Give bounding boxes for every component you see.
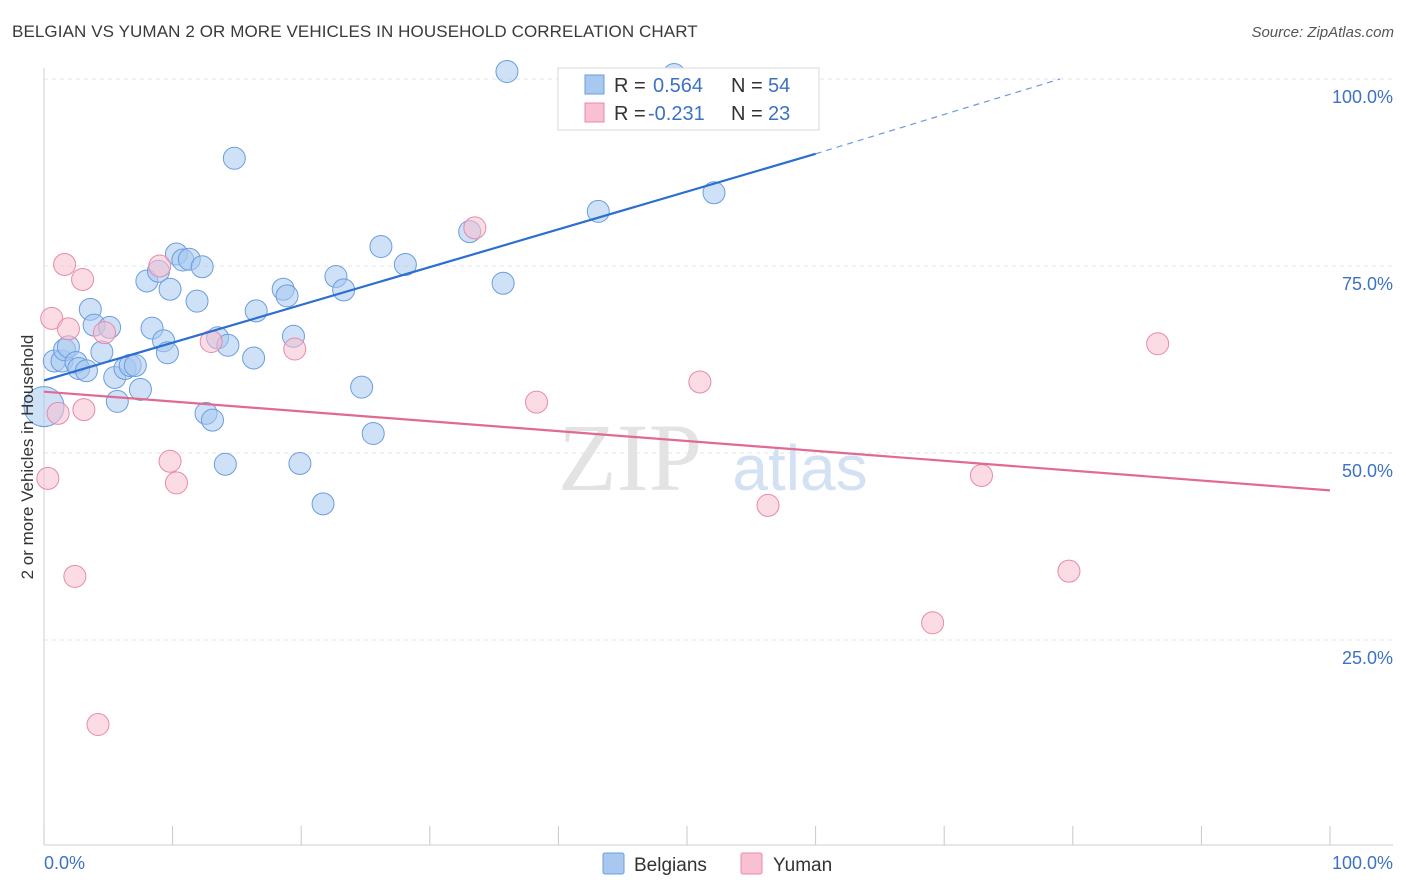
legend-n-value-yuman: 23 — [768, 103, 790, 125]
legend-box: R = 0.564 N = 54 R = -0.231 N = 23 — [557, 67, 820, 131]
grid-lines: 25.0% 50.0% 75.0% 100.0% — [44, 78, 1393, 668]
y-tick-label-75: 75.0% — [1342, 274, 1393, 294]
chart-title: BELGIAN VS YUMAN 2 OR MORE VEHICLES IN H… — [12, 22, 698, 41]
belgians-point — [90, 340, 114, 364]
legend-r-value-belgians: 0.564 — [653, 75, 703, 97]
belgians-point — [288, 451, 312, 475]
y-tick-label-25: 25.0% — [1342, 648, 1393, 668]
belgians-point — [393, 253, 417, 277]
axes — [43, 68, 1393, 846]
trend-lines — [43, 78, 1331, 492]
bottom-legend-label-belgians: Belgians — [634, 855, 707, 876]
legend-r-value-yuman: -0.231 — [648, 103, 705, 125]
yuman-point — [86, 713, 110, 737]
belgians-point — [361, 422, 385, 446]
yuman-point — [463, 216, 487, 240]
belgians-point — [275, 284, 299, 308]
belgians-point — [222, 146, 246, 170]
legend-r-label-belgians: R = — [614, 75, 646, 97]
yuman-point — [53, 253, 77, 277]
yuman-point — [72, 398, 96, 422]
belgians-point — [155, 341, 179, 365]
x-tick-label-0: 0.0% — [44, 853, 85, 873]
trend-line-extension-belgians — [815, 78, 1061, 155]
belgians-point — [242, 346, 266, 370]
belgians-point — [369, 235, 393, 259]
watermark: ZIP atlas — [558, 404, 868, 511]
yuman-point — [688, 370, 712, 394]
bottom-legend-label-yuman: Yuman — [773, 855, 832, 876]
belgians-point — [213, 452, 237, 476]
y-axis-title: 2 or more Vehicles in Household — [18, 335, 37, 580]
yuman-point — [71, 267, 95, 291]
trend-line-yuman — [43, 390, 1331, 492]
yuman-point — [1146, 332, 1170, 356]
yuman-point — [158, 449, 182, 473]
y-tick-label-100: 100.0% — [1332, 87, 1393, 107]
belgians-point — [105, 389, 129, 413]
legend-n-label-belgians: N = — [731, 75, 763, 97]
yuman-point — [525, 390, 549, 414]
yuman-point — [164, 471, 188, 495]
bottom-legend: Belgians Yuman — [602, 852, 832, 876]
belgians-point — [702, 181, 726, 205]
belgians-point — [185, 289, 209, 313]
belgians-point — [495, 60, 519, 84]
yuman-point — [36, 466, 60, 490]
trend-line-belgians — [43, 152, 816, 382]
yuman-point — [969, 463, 993, 487]
belgians-point — [128, 377, 152, 401]
series-yuman — [36, 216, 1170, 737]
belgians-point — [491, 271, 515, 295]
legend-swatch-yuman — [584, 102, 605, 123]
yuman-point — [92, 321, 116, 345]
yuman-point — [1057, 559, 1081, 583]
watermark-zip: ZIP — [558, 404, 702, 511]
legend-n-value-belgians: 54 — [768, 75, 790, 97]
belgians-point — [190, 255, 214, 279]
x-tick-label-100: 100.0% — [1332, 853, 1393, 873]
belgians-point — [158, 277, 182, 301]
legend-n-label-yuman: N = — [731, 103, 763, 125]
yuman-point — [756, 493, 780, 517]
belgians-point — [350, 375, 374, 399]
belgians-point — [200, 408, 224, 432]
yuman-point — [46, 401, 70, 425]
yuman-point — [40, 306, 64, 330]
chart-source: Source: ZipAtlas.com — [1251, 24, 1394, 41]
yuman-point — [148, 254, 172, 278]
series-layer — [23, 60, 1170, 737]
bottom-legend-swatch-belgians — [602, 852, 625, 875]
legend-r-label-yuman: R = — [614, 103, 646, 125]
watermark-atlas: atlas — [732, 432, 867, 504]
yuman-point — [63, 564, 87, 588]
belgians-point — [123, 353, 147, 377]
belgians-point — [311, 492, 335, 516]
bottom-legend-swatch-yuman — [740, 852, 763, 875]
yuman-point — [921, 611, 945, 635]
yuman-point — [283, 337, 307, 361]
legend-swatch-belgians — [584, 74, 605, 95]
yuman-point — [56, 317, 80, 341]
y-tick-label-50: 50.0% — [1342, 461, 1393, 481]
